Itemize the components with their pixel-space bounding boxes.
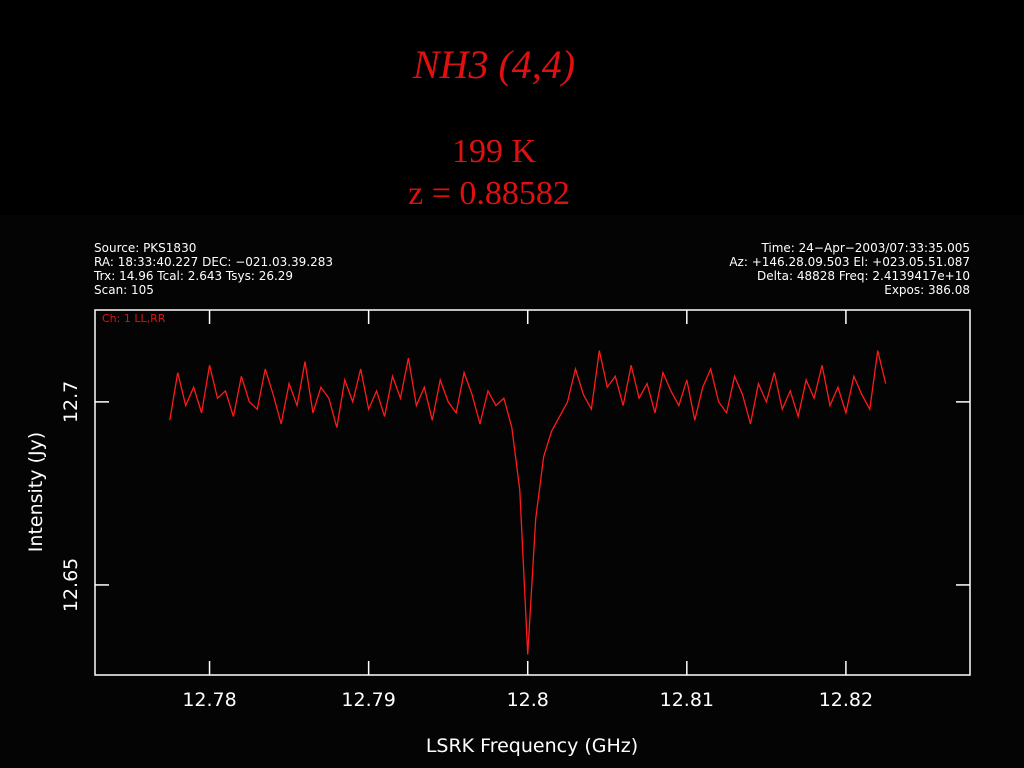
plot-frame <box>94 309 971 676</box>
x-tick-label: 12.8 <box>507 689 549 711</box>
header-text: Expos: 386.08 <box>884 283 970 297</box>
x-tick-label: 12.78 <box>182 689 236 711</box>
plot-background <box>0 215 1024 768</box>
x-tick-label: 12.79 <box>341 689 395 711</box>
header-text: Time: 24−Apr−2003/07:33:35.005 <box>760 241 970 255</box>
header-text: RA: 18:33:40.227 DEC: −021.03.39.283 <box>94 255 333 269</box>
header-text: Scan: 105 <box>94 283 154 297</box>
y-tick-label: 12.7 <box>60 381 82 423</box>
y-axis-label: Intensity (Jy) <box>25 432 47 552</box>
header-text: Delta: 48828 Freq: 2.4139417e+10 <box>757 269 970 283</box>
slide-title: NH3 (4,4) <box>412 42 575 87</box>
spectrum-line <box>169 350 887 655</box>
header-text: Source: PKS1830 <box>94 241 196 255</box>
y-tick-label: 12.65 <box>60 558 82 612</box>
subtitle: z = 0.88582 <box>408 175 570 212</box>
header-text: Az: +146.28.09.503 El: +023.05.51.087 <box>729 255 970 269</box>
x-tick-label: 12.81 <box>660 689 714 711</box>
header-text: Trx: 14.96 Tcal: 2.643 Tsys: 26.29 <box>93 269 293 283</box>
subtitle: 199 K <box>452 133 537 170</box>
x-axis-label: LSRK Frequency (GHz) <box>426 735 638 757</box>
channel-label: Ch: 1 LL,RR <box>102 312 166 325</box>
x-tick-label: 12.82 <box>819 689 873 711</box>
